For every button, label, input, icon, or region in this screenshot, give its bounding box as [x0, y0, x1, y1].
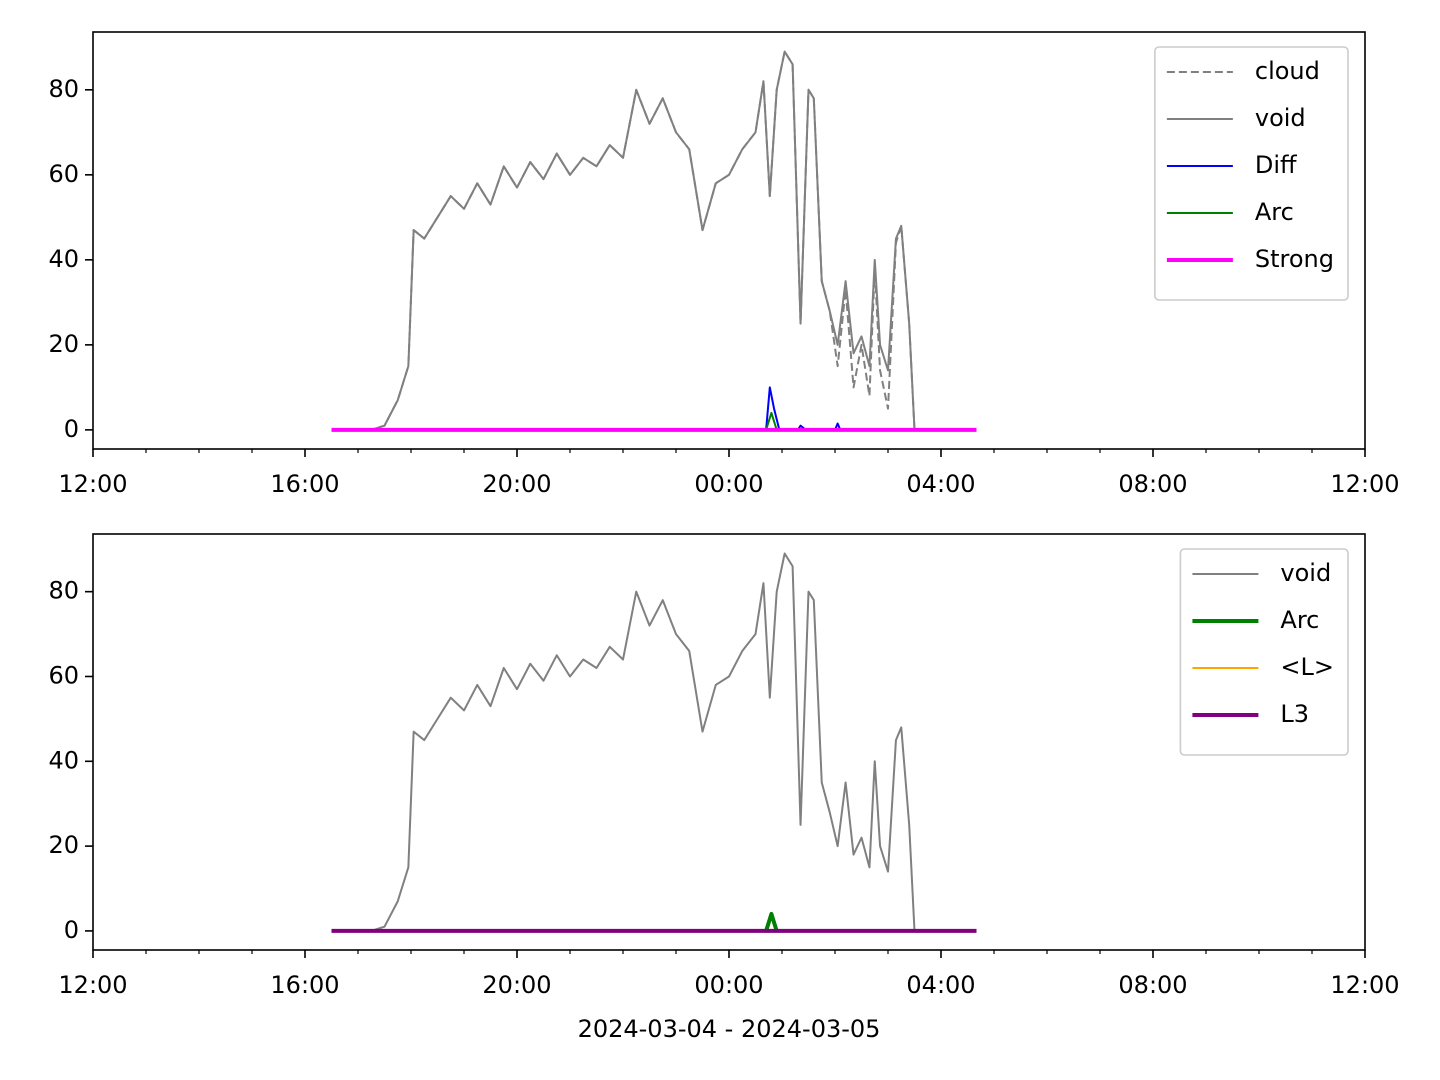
x-tick-label: 12:00 — [58, 971, 127, 999]
x-tick-label: 08:00 — [1118, 971, 1187, 999]
y-tick-label: 80 — [48, 75, 79, 103]
x-tick-label: 04:00 — [906, 971, 975, 999]
x-axis-label: 2024-03-04 - 2024-03-05 — [578, 1015, 881, 1043]
x-tick-label: 20:00 — [482, 971, 551, 999]
y-tick-label: 80 — [48, 577, 79, 605]
series-line — [331, 50, 920, 431]
y-tick-label: 40 — [48, 245, 79, 273]
x-tick-label: 16:00 — [270, 470, 339, 498]
legend-label: Diff — [1255, 151, 1297, 179]
y-tick-label: 60 — [48, 661, 79, 689]
y-tick-label: 40 — [48, 746, 79, 774]
series-line — [764, 911, 779, 932]
x-tick-label: 12:00 — [1330, 470, 1399, 498]
series-line — [331, 50, 920, 431]
y-tick-label: 0 — [64, 415, 79, 443]
x-tick-label: 00:00 — [694, 470, 763, 498]
x-tick-label: 00:00 — [694, 971, 763, 999]
legend: cloud void Diff Arc Strong — [1154, 46, 1349, 301]
legend-label: Strong — [1255, 245, 1334, 273]
legend-box — [1179, 548, 1349, 756]
legend-label: L3 — [1280, 700, 1309, 728]
y-tick-label: 0 — [64, 916, 79, 944]
legend-label: <L> — [1280, 653, 1334, 681]
series-line — [331, 552, 920, 932]
legend-label: Arc — [1255, 198, 1294, 226]
y-tick-label: 20 — [48, 831, 79, 859]
x-tick-label: 08:00 — [1118, 470, 1187, 498]
legend-label: Arc — [1280, 606, 1319, 634]
x-tick-label: 12:00 — [58, 470, 127, 498]
legend-box — [1154, 46, 1349, 301]
legend-label: void — [1255, 104, 1306, 132]
y-tick-label: 20 — [48, 330, 79, 358]
legend-label: cloud — [1255, 57, 1320, 85]
x-tick-label: 16:00 — [270, 971, 339, 999]
legend-label: void — [1280, 559, 1331, 587]
legend: void Arc <L> L3 — [1179, 548, 1349, 756]
x-tick-label: 04:00 — [906, 470, 975, 498]
y-tick-label: 60 — [48, 160, 79, 188]
x-tick-label: 12:00 — [1330, 971, 1399, 999]
x-tick-label: 20:00 — [482, 470, 551, 498]
axes-frame — [92, 533, 1366, 951]
series-line — [765, 411, 778, 431]
